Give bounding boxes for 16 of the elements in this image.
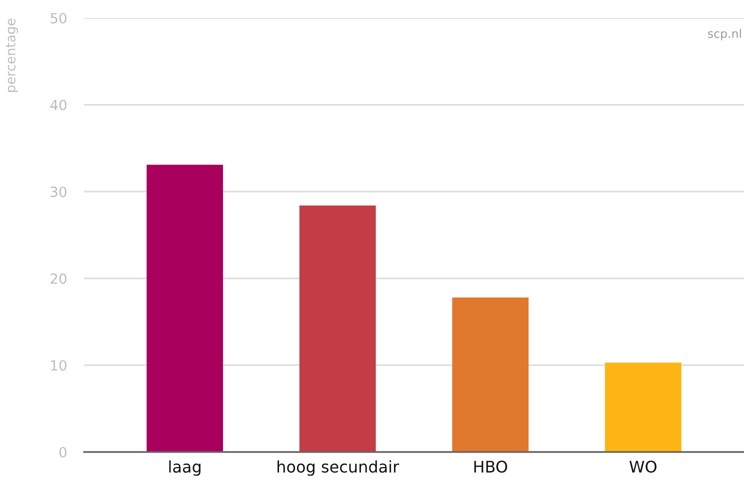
- bar: [299, 205, 376, 452]
- x-tick-label: laag: [169, 460, 200, 476]
- bar: [146, 164, 224, 452]
- x-tick-label: HBO: [474, 460, 508, 473]
- y-tick-label: 20: [50, 273, 66, 284]
- y-tick-label: 0: [59, 446, 66, 458]
- bar: [452, 297, 529, 452]
- y-tick-label: 30: [50, 186, 66, 198]
- y-axis-title: percentage: [6, 18, 18, 92]
- annotation: scp.nl: [708, 28, 741, 40]
- x-tick-label: hoog secundair: [278, 460, 400, 476]
- y-tick-label: 10: [51, 360, 66, 371]
- bar: [604, 362, 682, 452]
- x-tick-label: WO: [630, 460, 656, 473]
- y-tick-label: 50: [50, 12, 66, 24]
- y-tick-label: 40: [50, 100, 66, 110]
